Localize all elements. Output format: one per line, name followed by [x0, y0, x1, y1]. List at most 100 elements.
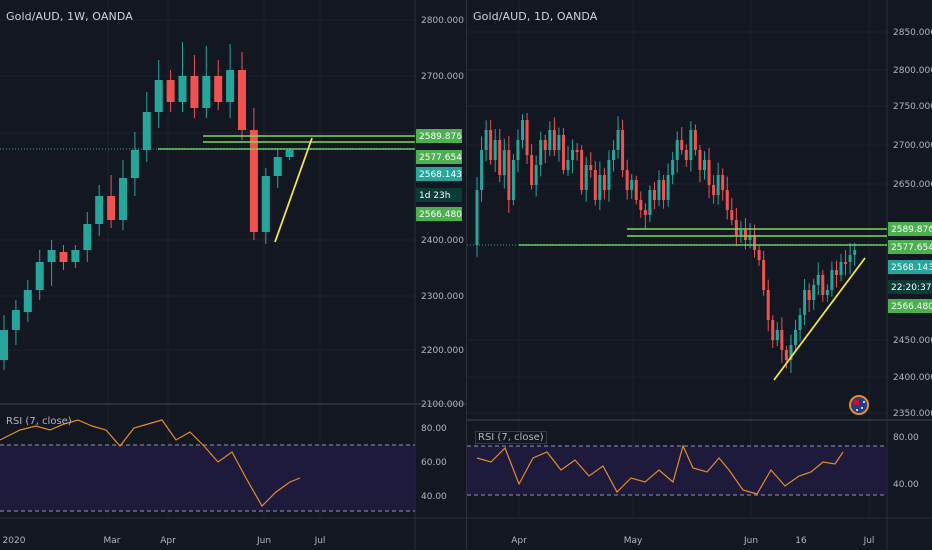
candle-body	[803, 290, 807, 315]
candle-body	[507, 150, 511, 200]
candle-body	[812, 285, 816, 300]
time-tick-label: May	[624, 536, 643, 546]
candle-body	[489, 130, 493, 160]
rsi-band	[467, 446, 887, 495]
candle-body	[853, 250, 857, 255]
candle-body	[630, 180, 634, 190]
candle-body	[748, 235, 752, 240]
candle-body	[757, 250, 761, 260]
flag-star	[863, 401, 865, 403]
candle-body	[285, 150, 294, 157]
candle-body	[575, 150, 579, 152]
candle-body	[593, 170, 597, 200]
candle-body	[666, 175, 670, 200]
candle-body	[848, 255, 852, 262]
candle-body	[530, 155, 534, 185]
price-label-box	[888, 240, 932, 254]
candle-body	[548, 130, 552, 150]
candle-body	[35, 262, 44, 290]
price-tick-label: 2750.000	[893, 102, 932, 112]
candle-body	[616, 130, 620, 150]
australia-flag-icon[interactable]	[849, 395, 869, 415]
candle-body	[178, 76, 187, 102]
candle-body	[580, 150, 584, 190]
rsi-indicator-label-box: RSI (7, close)	[475, 431, 547, 444]
time-tick-label: Apr	[160, 536, 176, 546]
candle-body	[821, 275, 825, 295]
candle-body	[0, 330, 8, 360]
rsi-tick-label: 60.00	[421, 458, 447, 468]
chart-title: Gold/AUD, 1W, OANDA	[6, 10, 133, 23]
candle-body	[525, 120, 529, 155]
candle-body	[789, 345, 793, 360]
candle-body	[589, 165, 593, 170]
price-label-box	[416, 167, 462, 181]
candle-body	[643, 210, 647, 215]
candle-body	[543, 140, 547, 150]
candle-body	[598, 175, 602, 200]
candle-body	[707, 160, 711, 185]
price-tick-label: 2800.000	[893, 66, 932, 76]
candle-body	[652, 190, 656, 200]
candle-body	[539, 140, 543, 165]
candle-body	[703, 160, 706, 170]
chart-title: Gold/AUD, 1D, OANDA	[473, 10, 598, 23]
price-label-text: 2568.143	[419, 170, 462, 180]
candle-body	[693, 130, 697, 150]
time-tick-label: Jun	[256, 536, 271, 546]
candle-body	[166, 80, 175, 102]
candle-body	[226, 70, 235, 102]
candle-body	[825, 290, 829, 295]
candle-body	[566, 160, 570, 170]
candle-body	[844, 262, 848, 264]
candle-body	[23, 290, 32, 312]
candle-body	[743, 230, 747, 240]
candle-body	[484, 130, 488, 150]
price-label-text: 2568.143	[891, 263, 932, 273]
candle-body	[680, 140, 684, 150]
candle-body	[190, 76, 199, 108]
time-tick-label: Apr	[511, 536, 527, 546]
candle-body	[766, 290, 770, 320]
price-tick-label: 2300.000	[421, 292, 464, 302]
candle-body	[107, 196, 116, 220]
candle-body	[561, 135, 565, 170]
price-tick-label: 2350.000	[893, 409, 932, 419]
rsi-band	[0, 445, 415, 511]
rsi-indicator-label[interactable]: RSI (7, close)	[6, 416, 72, 427]
time-tick-label: 16	[795, 536, 807, 546]
weekly-chart-panel[interactable]: 2800.000 2700.000 2400.000 2300.000 2200.000…	[0, 0, 466, 550]
candle-body	[612, 150, 615, 160]
candle-body	[249, 130, 258, 232]
price-tick-label: 2450.000	[893, 336, 932, 346]
candle-body	[202, 76, 211, 108]
price-tick-label: 2700.000	[421, 72, 464, 82]
candle-body	[498, 140, 502, 175]
price-tick-label: 2400.000	[421, 236, 464, 246]
candle-body	[689, 130, 693, 160]
candle-body	[11, 310, 20, 330]
candle-body	[493, 140, 497, 160]
weekly-chart-canvas[interactable]: 2800.000 2700.000 2400.000 2300.000 2200.000…	[0, 0, 466, 550]
price-label-text: 2589.876	[891, 225, 932, 235]
candle-body	[552, 130, 556, 150]
price-label-text: 2589.876	[419, 132, 462, 142]
rsi-indicator-label[interactable]: RSI (7, close)	[475, 431, 547, 444]
price-label-text: 2577.654	[419, 153, 462, 163]
candle-body	[511, 160, 515, 200]
daily-chart-canvas[interactable]: 2850.000 2800.000 2750.000 2700.000 2650.000…	[467, 0, 932, 550]
candle-body	[775, 330, 779, 340]
candle-body	[571, 150, 575, 160]
candle-body	[602, 175, 606, 190]
price-tick-label: 2850.000	[893, 28, 932, 38]
candle-body	[480, 150, 484, 190]
candle-body	[516, 140, 520, 160]
candle-body	[621, 130, 625, 170]
daily-chart-panel[interactable]: 2850.000 2800.000 2750.000 2700.000 2650.000…	[466, 0, 932, 550]
candle-body	[521, 120, 524, 140]
price-label-box	[416, 129, 462, 143]
candle-body	[607, 160, 611, 190]
candle-body	[639, 200, 643, 210]
price-label-text: 22:20:37	[891, 283, 931, 293]
candle-body	[534, 165, 538, 185]
